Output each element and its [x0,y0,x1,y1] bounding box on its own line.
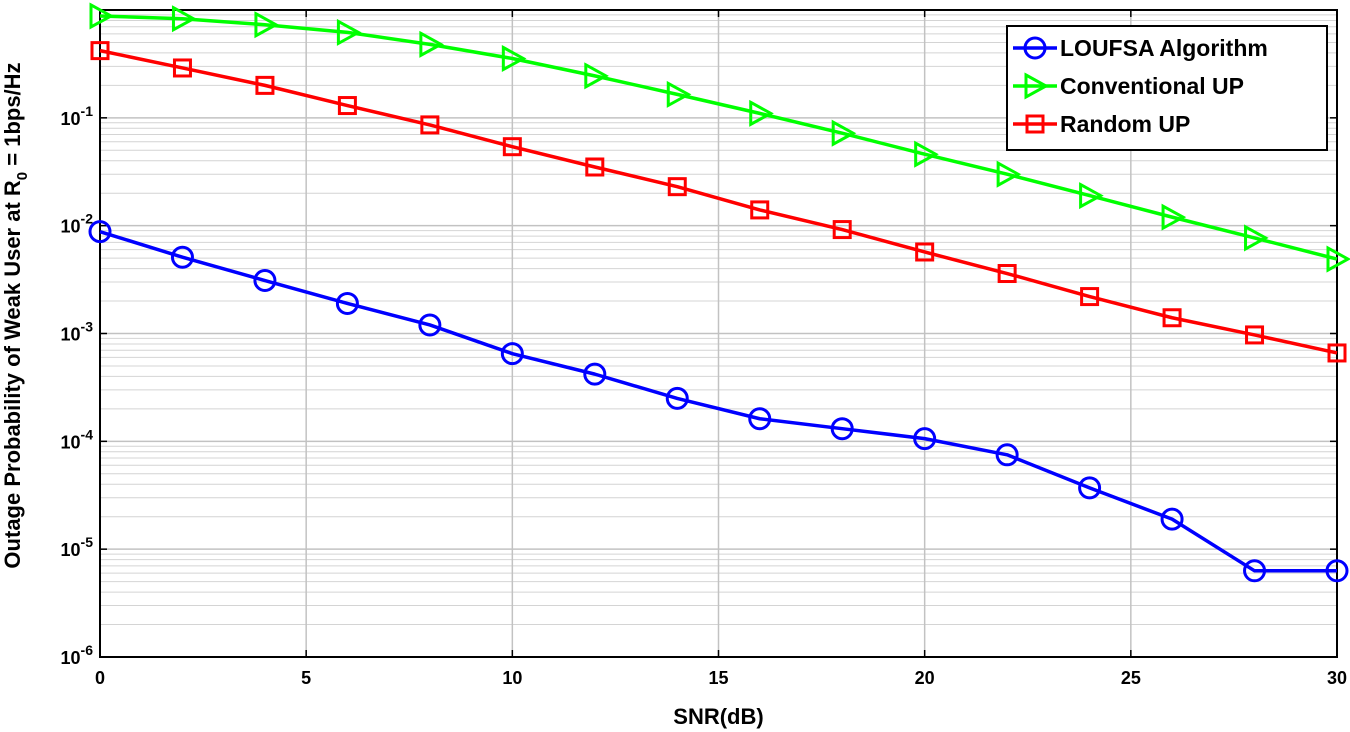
data-point [748,407,772,431]
data-point [749,99,774,127]
series-conventional-up [89,2,1350,273]
data-point [584,62,609,90]
series-line [99,229,1337,573]
y-tick-exponent: -5 [81,534,94,550]
data-point [335,291,359,315]
legend-marker [1023,36,1047,60]
x-tick-label: 20 [915,668,935,688]
x-tick-label: 10 [502,668,522,688]
y-tick-base: 10 [61,109,81,129]
data-point [1244,224,1269,252]
data-point [1162,308,1182,328]
y-tick-exponent: -4 [81,426,94,442]
data-point [830,417,854,441]
legend-item: Conventional UP [1013,72,1244,100]
data-point [90,41,110,61]
data-point [500,342,524,366]
data-point [665,386,689,410]
legend-marker [1024,72,1050,100]
y-tick-label: 10-6 [61,642,94,668]
data-point [832,220,852,240]
x-tick-label: 15 [708,668,728,688]
data-point [750,200,770,220]
data-point [1079,182,1104,210]
series-line [99,48,1338,355]
y-tick-exponent: -2 [81,211,94,227]
series-loufsa-algorithm [88,220,1349,583]
data-point [502,137,522,157]
data-point [253,269,277,293]
data-point [1078,476,1102,500]
y-axis-label-main: Outage Probability of Weak User at R [0,180,25,568]
data-point [501,44,527,73]
legend-item: LOUFSA Algorithm [1013,35,1268,61]
data-point [255,75,275,95]
data-point [1243,559,1267,583]
series-group [88,2,1350,583]
data-point [1160,507,1184,531]
y-tick-exponent: -6 [81,642,94,658]
y-tick-label: 10-3 [61,319,94,345]
data-point [585,157,605,177]
data-point [1245,325,1265,345]
legend: LOUFSA Algorithm Conventional UP Random UP [1006,25,1328,151]
data-point [89,2,115,30]
y-tick-label: 10-4 [61,426,94,452]
legend-marker [1025,114,1045,134]
x-tick-label: 0 [95,668,105,688]
data-point [915,242,935,262]
data-point [1161,203,1187,231]
data-point [418,313,442,337]
data-point [337,96,357,116]
data-point [170,245,194,269]
y-tick-base: 10 [61,217,81,237]
legend-label: Conventional UP [1060,73,1244,99]
data-point [171,5,197,33]
y-tick-base: 10 [61,648,81,668]
data-point [914,140,939,168]
data-point [583,362,607,386]
legend-label: LOUFSA Algorithm [1060,35,1268,61]
y-tick-label: 10-2 [61,211,94,237]
x-tick-label: 5 [301,668,311,688]
series-line [99,14,1338,261]
data-point [1327,343,1347,363]
x-tick-label: 25 [1121,668,1141,688]
y-tick-label: 10-5 [61,534,94,560]
x-axis-label: SNR(dB) [673,704,763,729]
y-tick-base: 10 [61,540,81,560]
data-point [88,220,112,244]
series-random-up [90,41,1347,363]
data-point [420,115,440,135]
data-point [997,264,1017,284]
data-point [996,160,1022,188]
data-point [1325,559,1349,583]
data-point [419,30,444,58]
data-point [172,58,192,78]
y-tick-base: 10 [61,325,81,345]
data-point [336,18,362,46]
data-point [666,80,692,108]
y-tick-exponent: -1 [81,103,94,119]
data-point [667,177,687,197]
legend-label: Random UP [1060,111,1190,137]
data-point [1080,287,1100,307]
y-tick-label: 10-1 [61,103,94,129]
y-tick-base: 10 [61,432,81,452]
data-point [913,427,937,451]
y-axis-label-tail: = 1bps/Hz [0,62,25,171]
x-tick-label: 30 [1327,668,1347,688]
y-axis-label-subscript: 0 [14,172,31,180]
data-point [995,443,1019,467]
data-point [254,11,280,39]
data-point [831,119,857,147]
legend-box [1006,25,1328,151]
y-tick-exponent: -3 [81,319,94,335]
y-axis-label: Outage Probability of Weak User at R0 = … [0,62,31,568]
data-point [1326,245,1350,273]
legend-item: Random UP [1013,111,1190,137]
